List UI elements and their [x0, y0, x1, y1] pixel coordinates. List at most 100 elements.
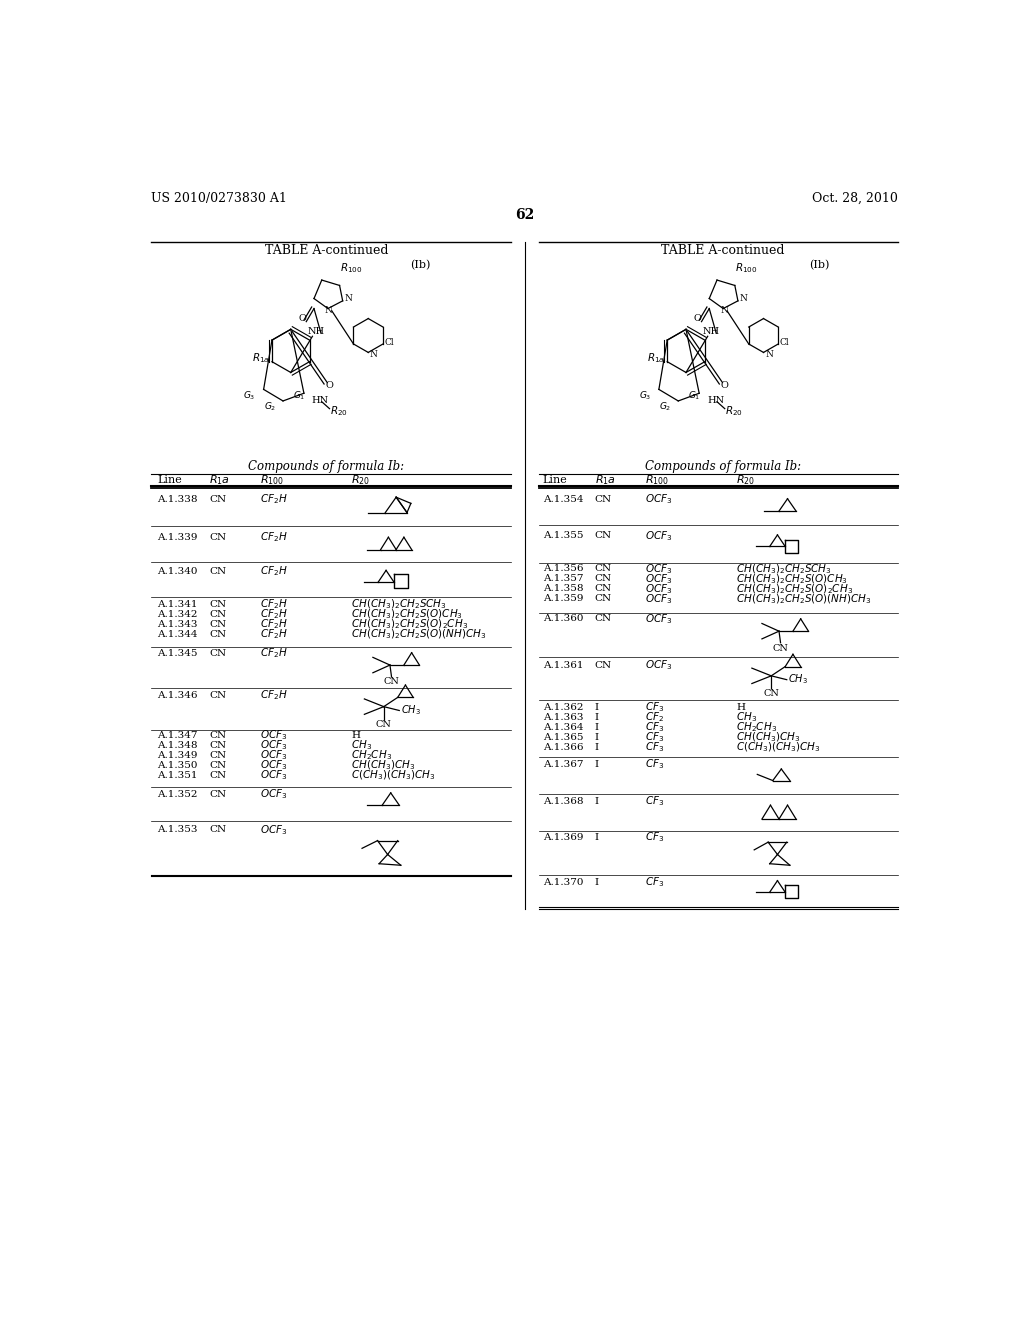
Text: N: N	[370, 350, 378, 359]
Text: CN: CN	[209, 630, 226, 639]
Text: O: O	[693, 314, 701, 323]
Text: $CF_3$: $CF_3$	[645, 741, 665, 754]
Text: $CH(CH_3)_2CH_2S(O)CH_3$: $CH(CH_3)_2CH_2S(O)CH_3$	[351, 607, 463, 620]
Text: $OCF_3$: $OCF_3$	[645, 562, 673, 576]
Text: Line: Line	[158, 475, 182, 486]
Text: $R_{100}$: $R_{100}$	[645, 474, 669, 487]
Text: $OCF_3$: $OCF_3$	[645, 612, 673, 626]
Text: $CF_2H$: $CF_2H$	[260, 531, 288, 544]
Text: A.1.362: A.1.362	[543, 704, 583, 711]
Text: I: I	[595, 733, 599, 742]
Text: $OCF_3$: $OCF_3$	[260, 768, 287, 781]
Text: A.1.361: A.1.361	[543, 660, 583, 669]
Text: $R_{1a}$: $R_{1a}$	[647, 351, 665, 364]
Text: HN: HN	[707, 396, 724, 405]
Text: N: N	[739, 294, 748, 304]
Text: O: O	[721, 381, 729, 389]
Text: $CH_2CH_3$: $CH_2CH_3$	[351, 748, 392, 762]
Text: $CH(CH_3)_2CH_2S(O)(NH)CH_3$: $CH(CH_3)_2CH_2S(O)(NH)CH_3$	[351, 627, 487, 642]
Text: A.1.349: A.1.349	[158, 751, 198, 759]
Text: A.1.347: A.1.347	[158, 731, 198, 739]
Text: I: I	[595, 743, 599, 752]
Text: $CF_2H$: $CF_2H$	[260, 647, 288, 660]
Text: $OCF_3$: $OCF_3$	[645, 659, 673, 672]
Text: Cl: Cl	[385, 338, 394, 347]
Text: $CF_3$: $CF_3$	[645, 730, 665, 744]
Text: A.1.356: A.1.356	[543, 565, 583, 573]
Text: A.1.346: A.1.346	[158, 690, 198, 700]
Text: CN: CN	[763, 689, 779, 698]
Text: O: O	[298, 314, 306, 323]
Text: $G_3$: $G_3$	[244, 389, 256, 401]
Text: A.1.342: A.1.342	[158, 610, 198, 619]
Text: H: H	[351, 731, 360, 739]
Text: H: H	[736, 704, 745, 711]
Text: I: I	[595, 723, 599, 731]
Text: $CH(CH_3)CH_3$: $CH(CH_3)CH_3$	[351, 759, 416, 772]
Text: HN: HN	[311, 396, 329, 405]
Text: A.1.343: A.1.343	[158, 620, 198, 628]
Text: Compounds of formula Ib:: Compounds of formula Ib:	[249, 459, 404, 473]
Text: CN: CN	[209, 533, 226, 541]
Text: $CF_3$: $CF_3$	[645, 875, 665, 890]
Text: $C(CH_3)(CH_3)CH_3$: $C(CH_3)(CH_3)CH_3$	[736, 741, 821, 754]
Text: Compounds of formula Ib:: Compounds of formula Ib:	[645, 459, 801, 473]
Text: CN: CN	[595, 574, 611, 583]
Text: $CH(CH_3)_2CH_2S(O)_2CH_3$: $CH(CH_3)_2CH_2S(O)_2CH_3$	[351, 618, 468, 631]
Text: CN: CN	[595, 495, 611, 504]
Text: CN: CN	[384, 677, 399, 686]
Text: CN: CN	[209, 731, 226, 739]
Text: A.1.353: A.1.353	[158, 825, 198, 834]
Text: A.1.355: A.1.355	[543, 531, 583, 540]
Text: CN: CN	[773, 644, 788, 652]
Text: I: I	[595, 878, 599, 887]
Text: $C(CH_3)(CH_3)CH_3$: $C(CH_3)(CH_3)CH_3$	[351, 768, 435, 781]
Text: CN: CN	[209, 789, 226, 799]
Text: A.1.340: A.1.340	[158, 566, 198, 576]
Text: A.1.351: A.1.351	[158, 771, 198, 780]
Text: $R_1a$: $R_1a$	[595, 474, 615, 487]
Text: A.1.339: A.1.339	[158, 533, 198, 541]
Text: A.1.359: A.1.359	[543, 594, 583, 603]
Text: $G_3$: $G_3$	[639, 389, 651, 401]
Text: CN: CN	[209, 741, 226, 750]
Text: O: O	[326, 381, 334, 389]
Text: CN: CN	[209, 825, 226, 834]
Text: CN: CN	[209, 620, 226, 628]
Text: $G_2$: $G_2$	[263, 400, 276, 413]
Text: Line: Line	[543, 475, 567, 486]
Text: CN: CN	[209, 760, 226, 770]
Text: CN: CN	[209, 649, 226, 657]
Text: TABLE A-continued: TABLE A-continued	[264, 244, 388, 257]
Text: $R_{20}$: $R_{20}$	[351, 474, 371, 487]
Text: $G_1$: $G_1$	[293, 389, 305, 401]
Text: $CH_3$: $CH_3$	[400, 702, 421, 717]
Text: $CH(CH_3)_2CH_2S(O)(NH)CH_3$: $CH(CH_3)_2CH_2S(O)(NH)CH_3$	[736, 593, 872, 606]
Text: $R_{100}$: $R_{100}$	[260, 474, 284, 487]
Text: $CH_3$: $CH_3$	[351, 738, 373, 752]
Text: CN: CN	[209, 566, 226, 576]
Text: A.1.360: A.1.360	[543, 614, 583, 623]
Text: $CH_3$: $CH_3$	[736, 710, 758, 725]
Text: $OCF_3$: $OCF_3$	[260, 758, 287, 772]
Text: (Ib): (Ib)	[809, 260, 829, 269]
Text: $CF_2$: $CF_2$	[645, 710, 664, 725]
Text: I: I	[595, 713, 599, 722]
Text: $G_1$: $G_1$	[688, 389, 700, 401]
Text: $R_{20}$: $R_{20}$	[330, 404, 347, 418]
Text: CN: CN	[376, 719, 392, 729]
Text: A.1.352: A.1.352	[158, 789, 198, 799]
Text: $CF_3$: $CF_3$	[645, 721, 665, 734]
Text: $OCF_3$: $OCF_3$	[645, 492, 673, 507]
Text: $CF_2H$: $CF_2H$	[260, 598, 288, 611]
Text: CN: CN	[595, 565, 611, 573]
Text: $CF_2H$: $CF_2H$	[260, 618, 288, 631]
Text: NH: NH	[308, 327, 325, 337]
Text: $G_2$: $G_2$	[658, 400, 672, 413]
Text: $OCF_3$: $OCF_3$	[260, 729, 287, 742]
Text: A.1.341: A.1.341	[158, 599, 198, 609]
Text: Cl: Cl	[780, 338, 790, 347]
Text: A.1.365: A.1.365	[543, 733, 583, 742]
Text: $R_{20}$: $R_{20}$	[736, 474, 756, 487]
Text: A.1.367: A.1.367	[543, 760, 583, 768]
